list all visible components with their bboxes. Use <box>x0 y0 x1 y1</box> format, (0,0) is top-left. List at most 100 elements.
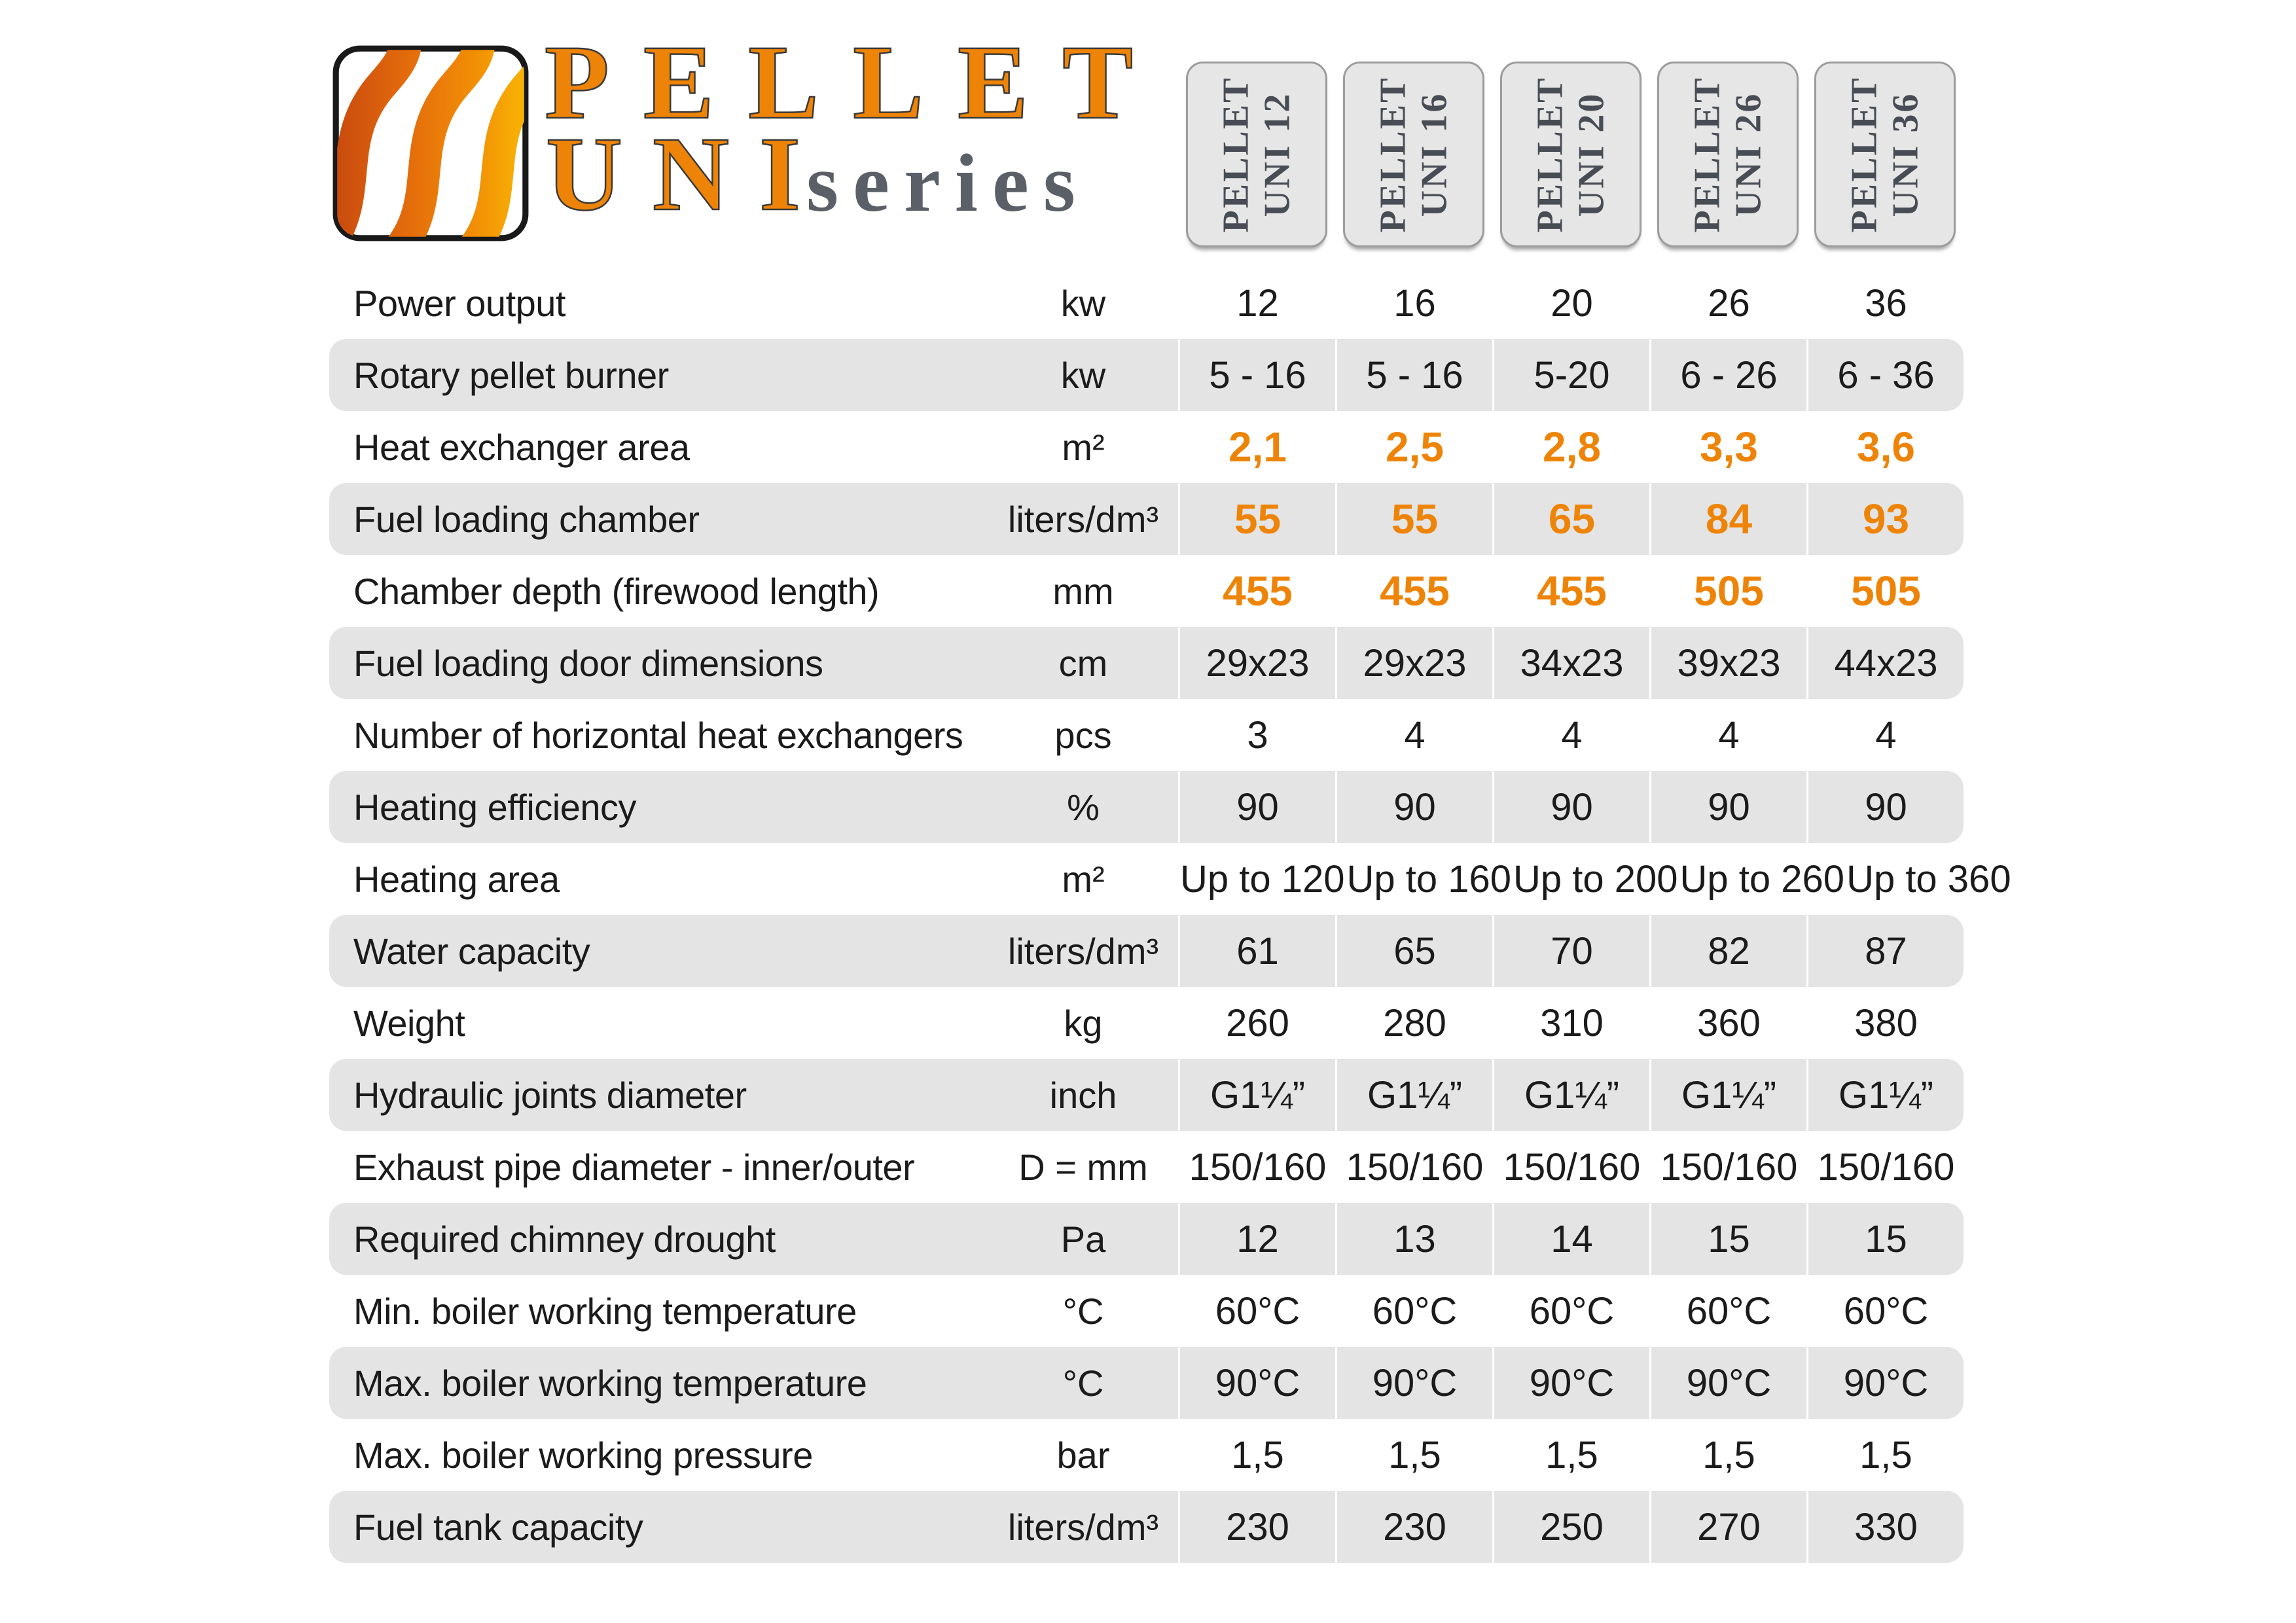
spec-value-cell: 150/160 <box>1808 1131 1964 1203</box>
spec-value: G1¼” <box>1524 1073 1620 1116</box>
spec-unit: °C <box>1062 1362 1104 1404</box>
spec-label: Heating efficiency <box>353 786 637 828</box>
spec-unit: m² <box>1062 858 1105 900</box>
table-row: Min. boiler working temperature °C 60°C 60°… <box>329 1275 1965 1347</box>
spec-value-cell: 4 <box>1337 699 1492 771</box>
column-header-label: PELLET UNI 26 <box>1687 76 1768 233</box>
spec-value: 65 <box>1548 495 1596 543</box>
spec-unit: % <box>1067 786 1100 828</box>
row-label-segment: Fuel loading door dimensions cm <box>329 627 1178 699</box>
table-row: Water capacity liters/dm³ 61 65 70 82 87 <box>329 915 1965 987</box>
spec-value-cell: 15 <box>1808 1203 1964 1275</box>
spec-value: 230 <box>1383 1505 1446 1548</box>
spec-value-cell: 5-20 <box>1494 339 1649 411</box>
spec-value-cell: 150/160 <box>1337 1131 1492 1203</box>
flame-stripes-icon <box>332 45 529 241</box>
spec-value: 2,8 <box>1543 423 1601 471</box>
row-label-segment: Required chimney drought Pa <box>329 1203 1178 1275</box>
spec-value: 6 - 26 <box>1680 353 1778 397</box>
spec-value: 90°C <box>1843 1361 1929 1404</box>
spec-value: 60°C <box>1215 1289 1300 1332</box>
spec-unit: kw <box>1060 282 1106 324</box>
spec-value-cell: 61 <box>1180 915 1335 987</box>
spec-value-cell: 6 - 26 <box>1651 339 1806 411</box>
spec-value: 270 <box>1697 1505 1761 1548</box>
spec-value-cell: 230 <box>1337 1491 1492 1563</box>
spec-label: Fuel loading door dimensions <box>353 642 823 684</box>
brand-title-uni: UNI <box>545 116 831 233</box>
row-label-segment: Chamber depth (firewood length) mm <box>329 555 1178 627</box>
spec-value: 90°C <box>1686 1361 1772 1404</box>
spec-unit: kw <box>1060 354 1106 396</box>
spec-value-cell: 4 <box>1494 699 1649 771</box>
spec-label: Min. boiler working temperature <box>353 1290 857 1332</box>
spec-value: 90°C <box>1529 1361 1615 1404</box>
spec-value-cell: 505 <box>1808 555 1964 627</box>
row-label-segment: Fuel tank capacity liters/dm³ <box>329 1491 1178 1563</box>
spec-value: Up to 160 <box>1346 857 1512 901</box>
spec-label: Power output <box>353 282 565 324</box>
spec-value: 60°C <box>1372 1289 1458 1332</box>
spec-value: 44x23 <box>1834 641 1938 685</box>
spec-value: 4 <box>1875 713 1897 757</box>
spec-unit: pcs <box>1054 714 1112 756</box>
spec-value: 13 <box>1393 1217 1436 1260</box>
spec-unit: bar <box>1056 1434 1110 1476</box>
spec-value: 90 <box>1236 785 1279 829</box>
spec-value: 14 <box>1551 1217 1593 1260</box>
spec-unit: D = mm <box>1018 1146 1148 1188</box>
spec-value-cell: 84 <box>1651 483 1806 555</box>
spec-value-cell: 1,5 <box>1808 1419 1964 1491</box>
table-row: Heat exchanger area m² 2,1 2,5 2,8 3,3 3,6 <box>329 411 1965 483</box>
spec-label: Exhaust pipe diameter - inner/outer <box>353 1146 915 1188</box>
spec-value: 3,6 <box>1857 423 1915 471</box>
spec-value-cell: 44x23 <box>1808 627 1964 699</box>
spec-value: 55 <box>1234 495 1282 543</box>
spec-unit: liters/dm³ <box>1007 1506 1159 1548</box>
spec-label: Fuel loading chamber <box>353 498 700 540</box>
spec-value: 4 <box>1561 713 1583 757</box>
spec-value: 150/160 <box>1817 1145 1955 1188</box>
spec-value: G1¼” <box>1367 1073 1463 1116</box>
spec-table: Power output kw 12 16 20 26 36 Rotary pellet bu… <box>329 267 2011 1563</box>
table-row: Max. boiler working temperature °C 90°C 90°… <box>329 1347 1965 1419</box>
spec-value: 310 <box>1540 1001 1604 1044</box>
spec-value: 60°C <box>1529 1289 1615 1332</box>
spec-value: 65 <box>1393 929 1436 972</box>
spec-value-cell: 5 - 16 <box>1337 339 1492 411</box>
row-label-segment: Number of horizontal heat exchangers pcs <box>329 699 1178 771</box>
column-header-uni-20: PELLET UNI 20 <box>1500 62 1641 247</box>
spec-value: Up to 260 <box>1679 857 1845 901</box>
column-header-uni-12: PELLET UNI 12 <box>1186 62 1327 247</box>
table-row: Required chimney drought Pa 12 13 14 15 15 <box>329 1203 1965 1275</box>
spec-value: 1,5 <box>1545 1433 1598 1476</box>
spec-value: 36 <box>1865 281 1907 325</box>
spec-value: 90 <box>1393 785 1436 829</box>
spec-label: Hydraulic joints diameter <box>353 1074 747 1116</box>
spec-value: 90 <box>1708 785 1750 829</box>
spec-value: 505 <box>1694 567 1764 615</box>
spec-label: Heating area <box>353 858 560 900</box>
spec-value-cell: G1¼” <box>1337 1059 1492 1131</box>
spec-value: 380 <box>1854 1001 1918 1044</box>
spec-value-cell: 310 <box>1494 987 1649 1059</box>
spec-value-cell: 90°C <box>1494 1347 1649 1419</box>
spec-value-cell: 87 <box>1808 915 1964 987</box>
spec-value: 61 <box>1236 929 1279 972</box>
spec-value: 29x23 <box>1363 641 1467 685</box>
row-label-segment: Hydraulic joints diameter inch <box>329 1059 1178 1131</box>
spec-value-cell: Up to 200 <box>1513 843 1678 915</box>
column-header-uni-26: PELLET UNI 26 <box>1657 62 1799 247</box>
spec-value-cell: 36 <box>1808 267 1964 339</box>
spec-value-cell: 90 <box>1180 771 1335 843</box>
spec-value: G1¼” <box>1838 1073 1934 1116</box>
spec-value-cell: 455 <box>1494 555 1649 627</box>
spec-value: 150/160 <box>1503 1145 1641 1188</box>
spec-value-cell: 12 <box>1180 267 1335 339</box>
spec-value: 6 - 36 <box>1837 353 1935 397</box>
spec-value-cell: 380 <box>1808 987 1964 1059</box>
spec-value-cell: 60°C <box>1808 1275 1964 1347</box>
table-row: Weight kg 260 280 310 360 380 <box>329 987 1965 1059</box>
spec-value-cell: 82 <box>1651 915 1806 987</box>
spec-value-cell: 14 <box>1494 1203 1649 1275</box>
